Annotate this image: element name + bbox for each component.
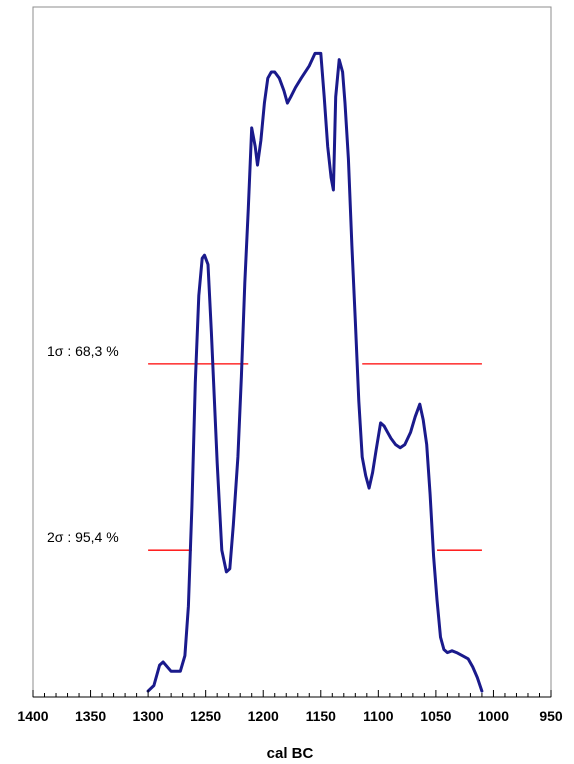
x-axis: 1400 1350 1300 1250 1200 1150 1100 1050 1000 950 <box>17 690 563 724</box>
x-tick-label: 950 <box>539 708 563 724</box>
x-tick-label: 1200 <box>248 708 279 724</box>
x-tick-label: 1000 <box>478 708 509 724</box>
x-tick-label: 1100 <box>363 708 394 724</box>
plot-frame <box>32 6 552 698</box>
probability-curve <box>146 51 484 693</box>
x-tick-label: 1400 <box>17 708 48 724</box>
annotation-layer: 1σ : 68,3 % 2σ : 95,4 % <box>47 343 482 551</box>
x-tick-label: 1150 <box>306 708 337 724</box>
x-tick-label: 1050 <box>420 708 451 724</box>
x-tick-label: 1350 <box>75 708 106 724</box>
sigma-label: 1σ : 68,3 % <box>47 343 119 359</box>
x-axis-title: cal BC <box>267 745 314 762</box>
x-tick-label: 1250 <box>190 708 221 724</box>
series-layer <box>146 51 484 693</box>
x-tick-label: 1300 <box>133 708 164 724</box>
sigma-label: 2σ : 95,4 % <box>47 529 119 545</box>
